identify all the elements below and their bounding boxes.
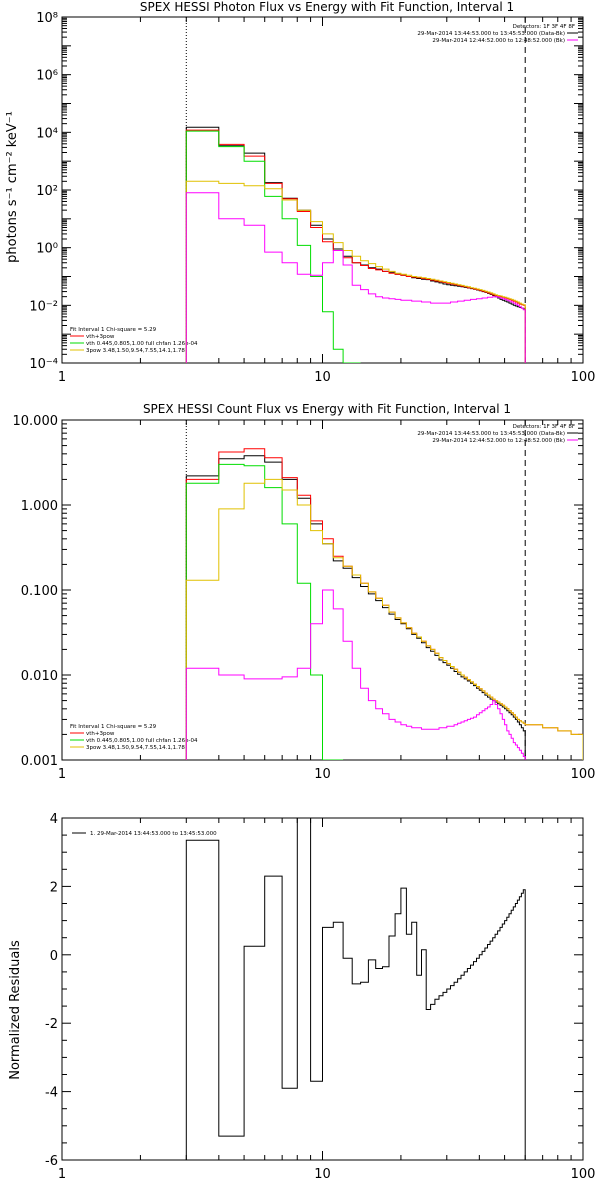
panel1-legend-left-2: vth 0.445,0.805,1.00 full chfan 1.26e-04 [86, 341, 198, 347]
panel2-ytick-label: 0.010 [21, 669, 58, 684]
panel3-ytick-label: 0 [50, 949, 58, 964]
panel1-series-2 [185, 130, 361, 363]
panel2-legend-right-2: 29-Mar-2014 12:44:52.000 to 12:48:52.000… [432, 438, 565, 444]
panel2-series-4 [185, 589, 526, 760]
panel3-xtick-label: 10 [314, 1167, 331, 1182]
panel-residuals: Normalized Residuals 1. 29-Mar-2014 13:4… [8, 812, 595, 1182]
panel1-ytick-label: 10⁰ [36, 242, 58, 257]
panel3-ytick-label: 4 [50, 812, 58, 827]
panel1-ytick-label: 10² [36, 184, 58, 199]
panel3-ytick-label: -2 [45, 1017, 58, 1032]
panel3-xtick-label: 100 [571, 1167, 596, 1182]
panel2-legend-left-1: vth+3pow [86, 731, 115, 737]
panel1-xtick-label: 100 [571, 370, 596, 385]
panel1-legend-left-3: 3pow 3.48,1.50,9.54,7.55,14.1,1.78 [86, 348, 185, 354]
panel1-legend-right-2: 29-Mar-2014 12:44:52.000 to 12:48:52.000… [432, 38, 565, 44]
panel3-ylabel: Normalized Residuals [8, 940, 23, 1080]
panel2-series-2 [185, 463, 344, 760]
panel2-ytick-label: 1.000 [21, 499, 58, 514]
panel2-legend-left-0: Fit Interval 1 Chi-square = 5.29 [70, 724, 157, 730]
panel2-ytick-label: 10.000 [13, 414, 59, 429]
panel2-xtick-label: 10 [314, 767, 331, 782]
panel3-ytick-label: 2 [50, 880, 58, 895]
panel2-ytick-label: 0.100 [21, 584, 58, 599]
panel2-legend-right-0: Detectors: 1F 3F 4F 8F [513, 424, 575, 430]
panel2-legend-left-2: vth 0.445,0.805,1.00 full chfan 1.26e-04 [86, 738, 198, 744]
panel1-ytick-label: 10⁴ [36, 126, 58, 141]
panel1-ytick-label: 10⁻² [29, 299, 58, 314]
panel2-xtick-label: 100 [571, 767, 596, 782]
panel-count-flux: SPEX HESSI Count Flux vs Energy with Fit… [13, 402, 596, 782]
panel3-plot: 1 10 100 -6 -4 -2 0 2 4 [45, 812, 595, 1182]
panel2-series-3 [185, 478, 583, 760]
panel2-legend-left-3: 3pow 3.48,1.50,9.54,7.55,14.1,1.78 [86, 745, 185, 751]
panel1-title: SPEX HESSI Photon Flux vs Energy with Fi… [140, 0, 514, 14]
panel1-ylabel: photons s⁻¹ cm⁻² keV⁻¹ [5, 111, 20, 263]
panel1-ytick-label: 10⁸ [36, 11, 58, 26]
panel1-xtick-label: 1 [58, 370, 66, 385]
panel1-legend-right-1: 29-Mar-2014 13:44:53.000 to 13:45:53.000… [417, 31, 565, 37]
panel1-series-3 [185, 180, 526, 363]
panel3-xtick-label: 1 [58, 1167, 66, 1182]
panel2-xtick-label: 1 [58, 767, 66, 782]
panel-photon-flux: SPEX HESSI Photon Flux vs Energy with Fi… [5, 0, 595, 385]
panel1-legend-left-1: vth+3pow [86, 334, 115, 340]
panel1-ytick-label: 10⁻⁴ [29, 357, 58, 372]
panel3-ytick-label: -6 [45, 1154, 58, 1169]
panel2-ytick-label: 0.001 [21, 754, 58, 769]
panel1-legend-left-0: Fit Interval 1 Chi-square = 5.29 [70, 327, 157, 333]
panel1-series-4 [185, 192, 526, 363]
panel1-ytick-label: 10⁶ [36, 69, 58, 84]
panel1-xtick-label: 10 [314, 370, 331, 385]
panel2-series-0 [185, 455, 526, 760]
panel3-legend-left-0: 1. 29-Mar-2014 13:44:53.000 to 13:45:53.… [90, 831, 217, 837]
panel1-series-0 [185, 126, 526, 363]
panel2-plot: 1 10 100 0.001 0.010 0.100 1.000 10.000 [13, 414, 596, 782]
panel1-legend-right-0: Detectors: 1F 3F 4F 8F [513, 24, 575, 30]
panel2-title: SPEX HESSI Count Flux vs Energy with Fit… [143, 402, 511, 416]
panel1-series-1 [185, 129, 526, 363]
panel2-legend-right-1: 29-Mar-2014 13:44:53.000 to 13:45:53.000… [417, 431, 565, 437]
panel3-ytick-label: -4 [45, 1086, 58, 1101]
panel3-series-0 [185, 818, 526, 1160]
panel1-plot: 1 10 100 10⁻⁴ 10⁻² 10⁰ 10² 10⁴ 10⁶ 10⁸ [29, 11, 595, 385]
